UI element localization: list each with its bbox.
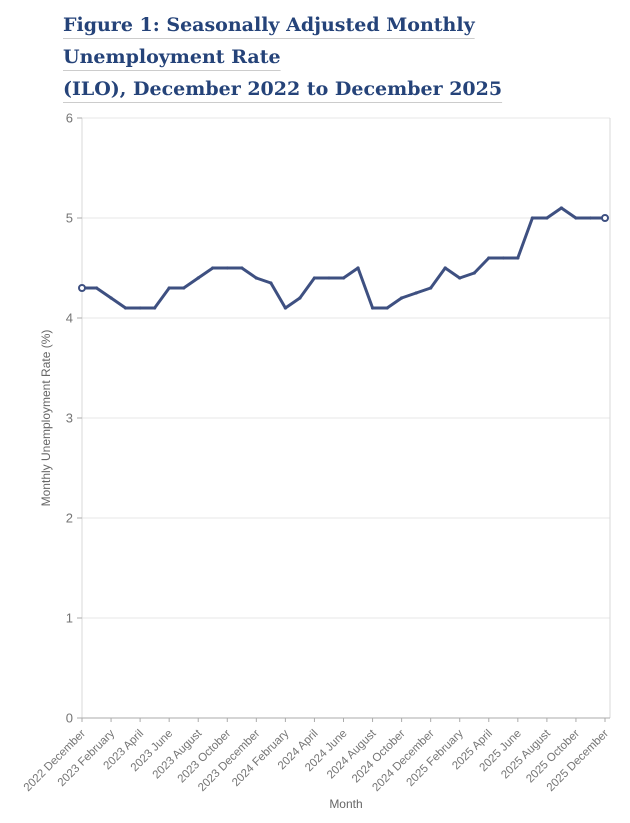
- point-marker: [429, 286, 433, 290]
- figure-title-line-2: (ILO), December 2022 to December 2025: [63, 78, 503, 100]
- point-marker: [109, 296, 113, 300]
- point-marker: [269, 281, 273, 285]
- point-marker: [153, 306, 157, 310]
- point-marker: [196, 276, 200, 280]
- gridlines: [82, 117, 610, 619]
- figure-title-line-1: Figure 1: Seasonally Adjusted Monthly Un…: [63, 14, 475, 68]
- y-tick-label: 5: [66, 211, 73, 226]
- y-tick-label: 2: [66, 511, 73, 526]
- point-marker: [400, 296, 404, 300]
- point-marker: [545, 216, 549, 220]
- y-tick-label: 0: [66, 711, 73, 726]
- point-marker: [240, 266, 244, 270]
- point-marker: [254, 276, 258, 280]
- end-point-marker: [601, 214, 609, 222]
- y-tick-label: 6: [66, 111, 73, 126]
- y-tick-label: 1: [66, 611, 73, 626]
- point-marker: [516, 256, 520, 260]
- figure-title: Figure 1: Seasonally Adjusted Monthly Un…: [63, 9, 593, 105]
- point-marker: [370, 306, 375, 310]
- point-marker: [211, 266, 215, 270]
- point-marker: [123, 306, 128, 310]
- point-marker: [501, 256, 505, 260]
- data-line: [80, 206, 607, 310]
- point-marker: [138, 306, 142, 310]
- point-marker: [327, 276, 331, 280]
- point-marker: [298, 296, 302, 300]
- point-marker: [225, 266, 229, 270]
- point-marker: [530, 216, 534, 220]
- data-points: [78, 206, 609, 310]
- point-marker: [574, 216, 578, 220]
- point-marker: [588, 216, 593, 220]
- axis-titles: Month Monthly Unemployment Rate (%): [39, 330, 363, 811]
- y-tick-label: 4: [66, 311, 73, 326]
- y-axis: 0 1 2 3 4 5 6: [66, 111, 82, 726]
- start-point-marker: [78, 284, 86, 292]
- point-marker: [385, 306, 389, 310]
- point-marker: [341, 276, 346, 280]
- point-marker: [458, 276, 462, 280]
- y-tick-label: 3: [66, 411, 73, 426]
- y-axis-title: Monthly Unemployment Rate (%): [39, 330, 53, 507]
- point-marker: [182, 286, 186, 290]
- point-marker: [283, 306, 287, 310]
- point-marker: [312, 276, 317, 280]
- point-marker: [414, 291, 418, 295]
- point-marker: [443, 266, 447, 270]
- point-marker: [487, 256, 491, 260]
- point-marker: [94, 286, 99, 290]
- point-marker: [559, 206, 564, 210]
- point-marker: [356, 266, 360, 270]
- x-axis-title: Month: [329, 797, 362, 811]
- point-marker: [472, 271, 476, 275]
- point-marker: [167, 286, 171, 290]
